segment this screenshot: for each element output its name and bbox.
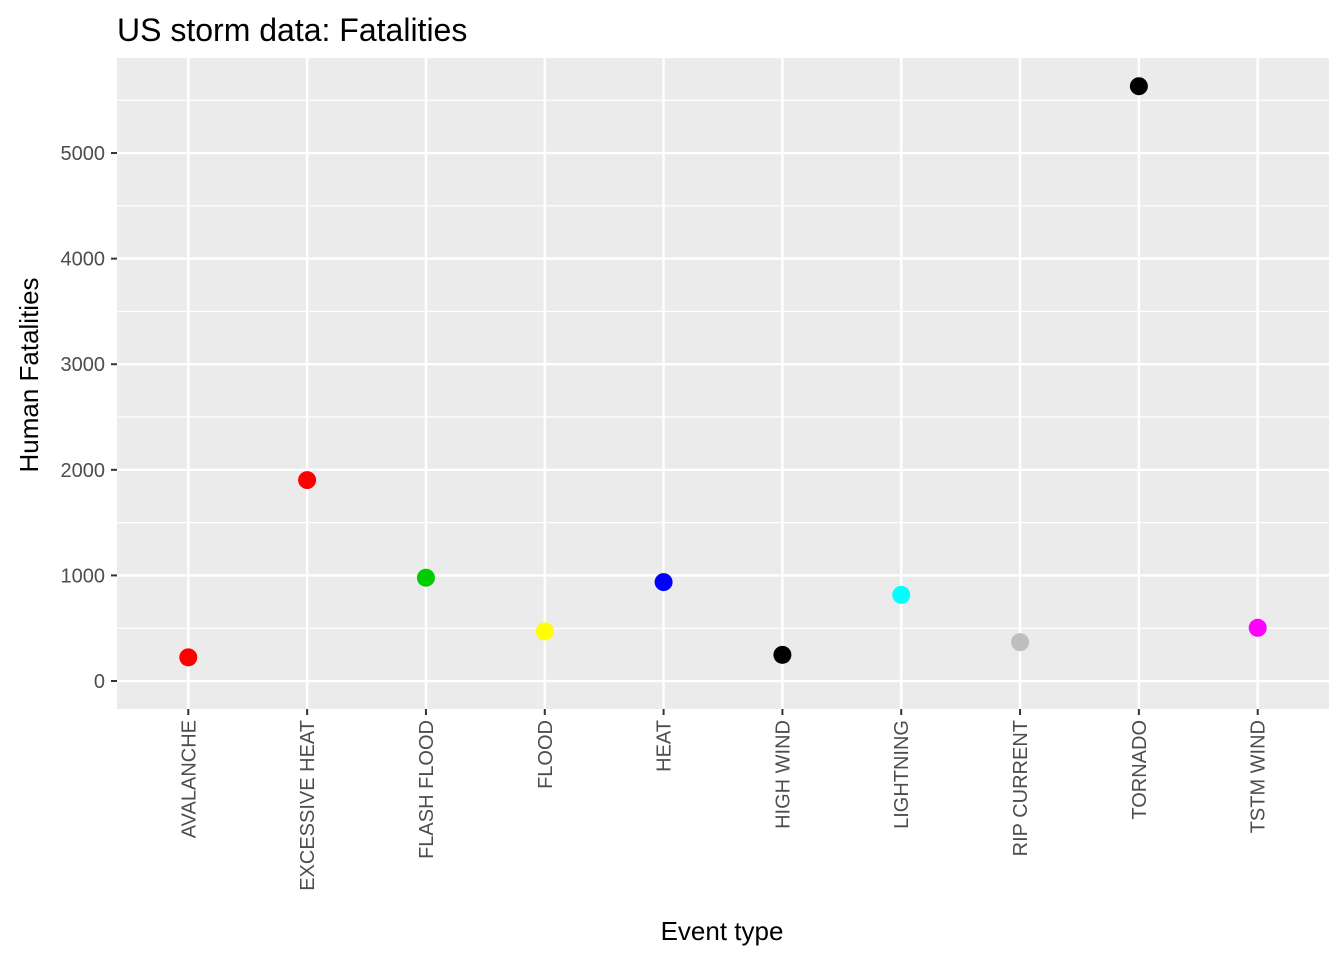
panel-background <box>117 58 1329 709</box>
plot-panel: 0 1000 2000 3000 4000 5000 AVALANCHE EXCESSIVE … <box>61 58 1329 891</box>
y-axis-title: Human Fatalities <box>14 277 44 472</box>
data-point <box>654 573 673 592</box>
x-tick-label: FLOOD <box>535 720 557 789</box>
y-tick-label: 4000 <box>61 249 106 271</box>
data-point <box>535 622 554 641</box>
data-point <box>416 568 435 587</box>
data-point <box>892 585 911 604</box>
data-point <box>773 645 792 664</box>
x-tick-label: EXCESSIVE HEAT <box>297 720 319 891</box>
x-tick-label: LIGHTNING <box>891 720 913 829</box>
chart-title: US storm data: Fatalities <box>117 12 467 48</box>
data-point <box>1011 633 1030 652</box>
x-axis-title: Event type <box>661 916 784 946</box>
x-tick-label: TSTM WIND <box>1248 720 1270 833</box>
y-tick-label: 0 <box>94 671 105 693</box>
x-tick-label: HIGH WIND <box>772 720 794 829</box>
y-tick-label: 3000 <box>61 354 106 376</box>
data-point <box>1248 618 1267 637</box>
x-tick-label: FLASH FLOOD <box>416 720 438 859</box>
y-tick-label: 2000 <box>61 460 106 482</box>
data-point <box>179 648 198 667</box>
data-point <box>1129 77 1148 96</box>
x-tick-label: HEAT <box>654 720 676 772</box>
x-tick-label: AVALANCHE <box>178 720 200 838</box>
y-tick-label: 1000 <box>61 565 106 587</box>
x-tick-label: TORNADO <box>1129 720 1151 820</box>
data-point <box>298 471 317 490</box>
y-tick-label: 5000 <box>61 143 106 165</box>
x-tick-label: RIP CURRENT <box>1010 720 1032 856</box>
